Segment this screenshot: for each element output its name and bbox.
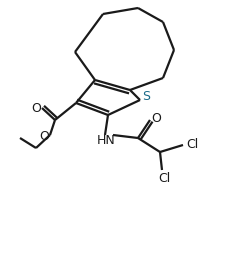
Text: O: O (151, 111, 161, 124)
Text: O: O (39, 130, 49, 144)
Text: S: S (142, 90, 150, 103)
Text: O: O (31, 102, 41, 115)
Text: Cl: Cl (158, 173, 170, 186)
Text: Cl: Cl (186, 139, 198, 151)
Text: HN: HN (97, 133, 115, 146)
